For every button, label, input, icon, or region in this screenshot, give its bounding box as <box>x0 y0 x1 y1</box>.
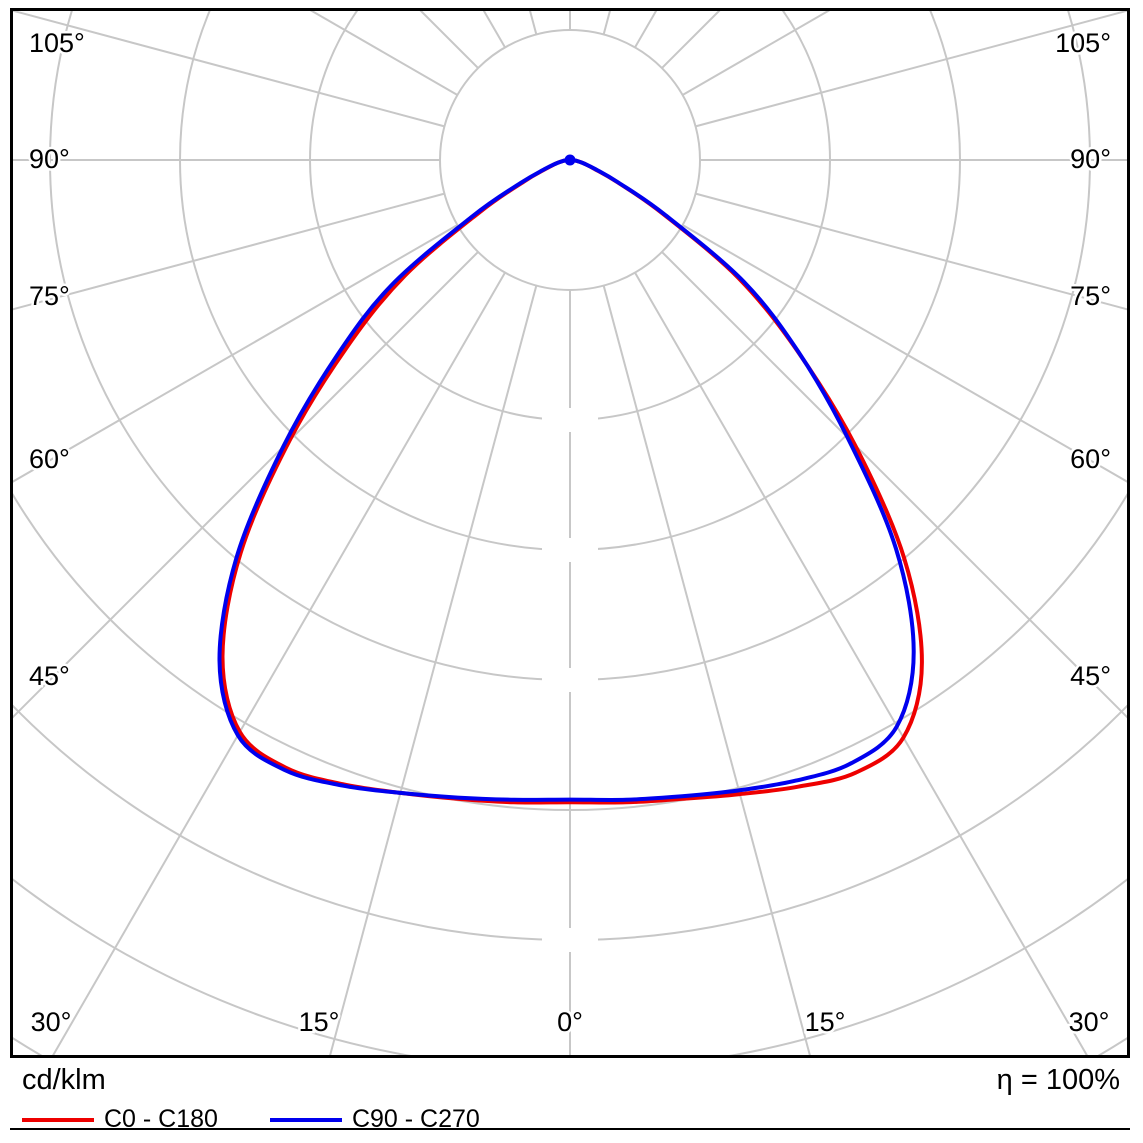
angle-label-left: 105° <box>29 28 85 58</box>
grid-ray <box>13 251 479 719</box>
radial-tick-box <box>542 928 598 952</box>
grid-ray <box>602 285 811 1055</box>
angle-label-right: 75° <box>1070 281 1111 311</box>
footer-divider-line <box>10 1128 1130 1130</box>
legend-color-swatch-c0-c180 <box>22 1117 94 1122</box>
polar-plot-frame: 105° 90° 75° 60° 45° 105° 90° 75° 60° 45° 30° 15° 0°… <box>10 8 1130 1058</box>
grid-ray <box>682 224 1127 483</box>
angle-label-left: 45° <box>29 661 70 691</box>
unit-label: cd/klm <box>22 1064 106 1096</box>
radial-tick-box <box>542 668 598 692</box>
angle-label-left: 90° <box>29 144 70 174</box>
grid-ray <box>13 224 458 483</box>
grid-ray <box>529 11 538 35</box>
grid-ray <box>695 11 1127 128</box>
grid-ray <box>13 11 445 128</box>
grid-ray <box>52 272 506 1055</box>
angle-label-bottom: 0° <box>557 1007 583 1037</box>
curve-c0-c180 <box>220 158 924 805</box>
curve-c90-c270 <box>217 158 916 802</box>
angle-label-bottom: 30° <box>31 1007 72 1037</box>
angle-label-bottom: 30° <box>1069 1007 1110 1037</box>
grid-ray <box>602 11 611 35</box>
radial-tick-box <box>542 408 598 432</box>
radial-tick-box <box>542 538 598 562</box>
angle-label-bottom: 15° <box>299 1007 340 1037</box>
angle-label-bottom: 15° <box>805 1007 846 1037</box>
grid-ray <box>482 11 506 48</box>
grid-ray <box>13 192 445 311</box>
grid-ray <box>661 251 1127 719</box>
angle-label-right: 105° <box>1055 28 1111 58</box>
legend-color-swatch-c90-c270 <box>269 1117 342 1122</box>
grid-ray <box>634 272 1088 1055</box>
grid-ray <box>634 11 658 48</box>
angle-label-right: 45° <box>1070 661 1111 691</box>
angle-label-right: 90° <box>1070 144 1111 174</box>
footer: cd/klm η = 100% C0 - C180 C90 - C270 <box>10 1062 1130 1140</box>
efficiency-label: η = 100% <box>996 1064 1120 1096</box>
angle-label-right: 60° <box>1070 444 1111 474</box>
grid-ray <box>695 192 1127 311</box>
angle-label-left: 60° <box>29 444 70 474</box>
grid-ray <box>329 285 538 1055</box>
footer-labels-row: cd/klm η = 100% <box>10 1062 1130 1097</box>
luminaire-center-marker <box>564 154 576 166</box>
polar-photometric-chart: 105° 90° 75° 60° 45° 105° 90° 75° 60° 45° 30° 15° 0°… <box>13 11 1127 1055</box>
angle-label-left: 75° <box>29 281 70 311</box>
